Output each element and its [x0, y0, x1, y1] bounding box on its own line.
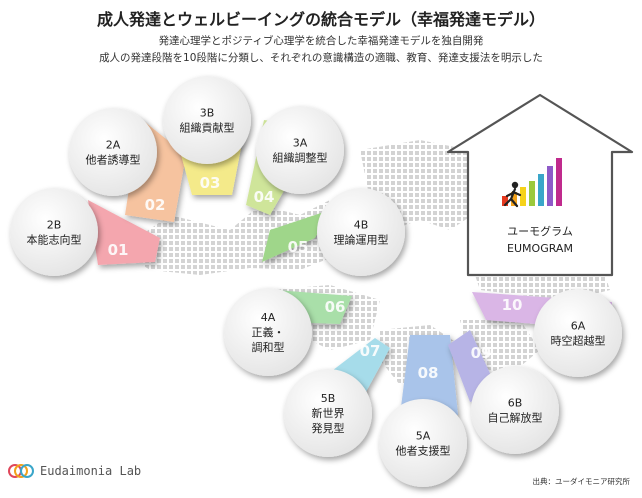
stage-name: 自己解放型 [488, 411, 543, 425]
stage-number-04: 04 [254, 188, 275, 206]
eumogram-label-en: EUMOGRAM [507, 242, 573, 255]
stage-circle-shape [256, 106, 344, 194]
page-title: 成人発達とウェルビーイングの統合モデル（幸福発達モデル） [96, 10, 545, 29]
eumogram-bar [520, 187, 526, 206]
eumogram-bar [538, 174, 544, 206]
stage-circle-shape [317, 188, 405, 276]
source-credit: 出典：ユーダイモニア研究所 [532, 477, 631, 486]
stage-name: 調和型 [252, 340, 285, 354]
stage-circles: 2B本能志向型2A他者誘導型3B組織貢献型3A組織調整型4B理論運用型4A正義・… [10, 76, 622, 487]
stage-code: 3B [200, 107, 215, 120]
stage-wedge-08 [400, 335, 458, 415]
stage-wedge-01 [88, 200, 160, 265]
running-person-icon [503, 181, 522, 208]
subtitle-line-2: 成人の発達段階を10段階に分類し、それぞれの意識構造の適職、教育、発達支援法を明… [99, 52, 543, 64]
stage-code: 4B [354, 219, 369, 232]
stage-name: 理論運用型 [334, 233, 389, 247]
eumogram-house: ユーモグラム EUMOGRAM [446, 93, 634, 277]
logo-text: Eudaimonia Lab [40, 464, 142, 478]
stage-circle-shape [284, 369, 372, 457]
stage-circle-shape [379, 399, 467, 487]
stage-name: 他者支援型 [396, 444, 451, 458]
stage-number-03: 03 [200, 174, 221, 192]
stage-name: 時空超越型 [551, 334, 606, 348]
logo-mark-icon [8, 464, 34, 478]
subtitle-line-1: 発達心理学とポジティブ心理学を統合した幸福発達モデルを独自開発 [158, 35, 484, 47]
stage-code: 2B [47, 219, 62, 232]
stage-circle-shape [163, 76, 251, 164]
eudaimonia-logo: Eudaimonia Lab [8, 462, 141, 480]
stage-circle-shape [69, 108, 157, 196]
stage-name: 組織調整型 [273, 151, 328, 165]
stage-name: 発見型 [312, 421, 345, 435]
stage-name: 他者誘導型 [86, 153, 141, 167]
stage-name: 組織貢献型 [180, 121, 235, 135]
stage-name: 新世界 [312, 406, 345, 420]
stage-code: 5A [416, 430, 431, 443]
eumogram-bar [556, 158, 562, 206]
stage-name: 正義・ [252, 325, 285, 339]
eumogram-bar [511, 192, 517, 206]
stage-number-10: 10 [502, 296, 523, 314]
eumogram-bar-chart [502, 158, 562, 206]
stage-circle-shape [471, 366, 559, 454]
stage-wedge-05 [262, 210, 330, 262]
stage-number-07: 07 [360, 342, 381, 360]
stage-number-05: 05 [288, 238, 309, 256]
eumogram-bar [529, 181, 535, 206]
stage-number-08: 08 [418, 364, 439, 382]
stage-number-06: 06 [325, 298, 346, 316]
eumogram-bar [502, 196, 508, 206]
stage-circle-shape [10, 188, 98, 276]
stage-code: 6A [571, 320, 586, 333]
eumogram-label-jp: ユーモグラム [507, 224, 573, 238]
eumogram-bar [547, 166, 553, 206]
stage-number-02: 02 [145, 196, 166, 214]
stage-name: 本能志向型 [27, 233, 82, 247]
stage-circle-shape [224, 288, 312, 376]
stage-circle-shape [534, 289, 622, 377]
stage-code: 3A [293, 137, 308, 150]
stage-code: 5B [321, 392, 336, 405]
stage-number-09: 09 [471, 344, 492, 362]
stage-code: 4A [261, 311, 276, 324]
stage-code: 2A [106, 139, 121, 152]
stage-number-01: 01 [108, 241, 129, 259]
stage-code: 6B [508, 397, 523, 410]
